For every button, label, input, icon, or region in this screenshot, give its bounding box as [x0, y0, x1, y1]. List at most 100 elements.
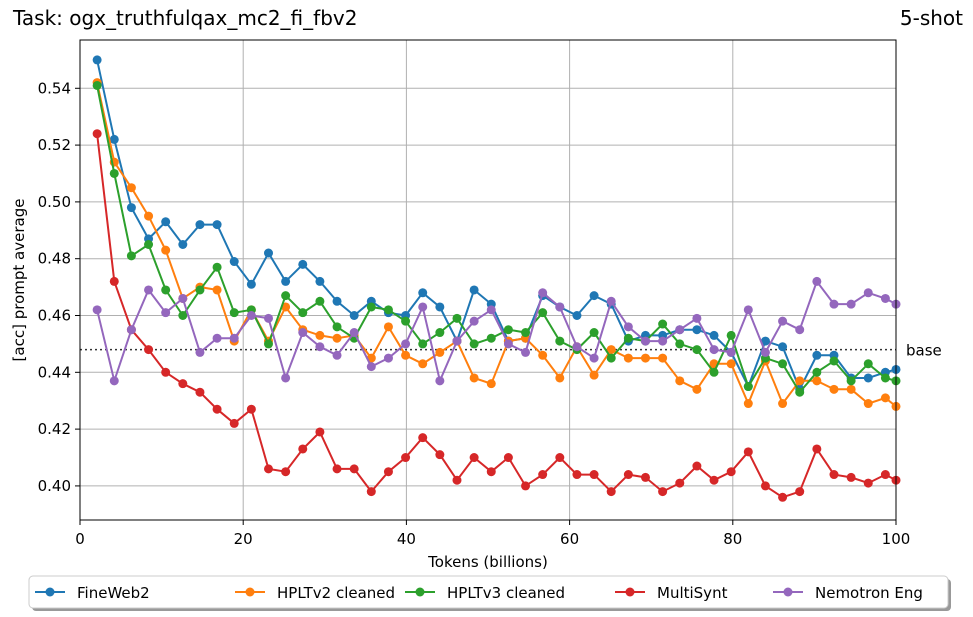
x-tick-label: 80 — [723, 530, 742, 548]
data-point — [161, 245, 171, 255]
data-point — [829, 384, 839, 394]
data-point — [401, 350, 411, 360]
data-point — [623, 353, 633, 363]
data-point — [760, 336, 770, 346]
data-point — [589, 470, 599, 480]
data-point — [281, 291, 291, 301]
data-point — [760, 481, 770, 491]
data-point — [555, 373, 565, 383]
chart-title: Task: ogx_truthfulqax_mc2_fi_fbv2 — [13, 6, 358, 30]
data-point — [92, 305, 102, 315]
data-point — [538, 308, 548, 318]
y-tick-label: 0.48 — [38, 250, 71, 268]
y-tick-label: 0.46 — [38, 307, 71, 325]
data-point — [212, 220, 222, 230]
data-point — [92, 80, 102, 90]
data-point — [726, 359, 736, 369]
x-tick-label: 0 — [75, 530, 85, 548]
data-point — [229, 308, 239, 318]
data-point — [555, 336, 565, 346]
data-point — [349, 311, 359, 321]
data-point — [778, 316, 788, 326]
data-point — [863, 478, 873, 488]
data-point — [623, 470, 633, 480]
data-point — [760, 347, 770, 357]
series-line — [96, 279, 897, 385]
data-point — [401, 339, 411, 349]
data-point — [863, 373, 873, 383]
data-point — [623, 333, 633, 343]
data-point — [161, 217, 171, 227]
data-point — [812, 367, 822, 377]
data-point — [743, 447, 753, 457]
data-point — [880, 393, 890, 403]
data-point — [880, 373, 890, 383]
data-point — [349, 464, 359, 474]
data-point — [109, 376, 119, 386]
data-point — [846, 472, 856, 482]
data-point — [332, 464, 342, 474]
legend-item: HPLTv3 cleaned — [405, 584, 565, 602]
x-tick-label: 20 — [234, 530, 253, 548]
data-point — [692, 461, 702, 471]
data-point — [778, 399, 788, 409]
data-point — [606, 296, 616, 306]
data-point — [383, 305, 393, 315]
data-point — [469, 316, 479, 326]
data-point — [692, 384, 702, 394]
data-point — [315, 342, 325, 352]
x-tick-label: 100 — [882, 530, 911, 548]
data-point — [418, 359, 428, 369]
data-point — [144, 239, 154, 249]
data-point — [92, 55, 102, 65]
data-point — [246, 311, 256, 321]
legend-label: MultiSynt — [657, 584, 728, 602]
data-point — [521, 481, 531, 491]
data-point — [743, 382, 753, 392]
data-point — [263, 464, 273, 474]
data-point — [229, 418, 239, 428]
data-point — [469, 453, 479, 463]
data-point — [469, 373, 479, 383]
y-axis-label: [acc] prompt average — [10, 199, 28, 362]
data-point — [452, 475, 462, 485]
data-point — [658, 336, 668, 346]
data-point — [692, 325, 702, 335]
legend-item: MultiSynt — [615, 584, 728, 602]
data-point — [555, 453, 565, 463]
data-point — [418, 302, 428, 312]
data-point — [829, 470, 839, 480]
data-point — [126, 203, 136, 213]
data-point — [589, 353, 599, 363]
data-point — [863, 288, 873, 298]
data-point — [418, 339, 428, 349]
data-point — [503, 453, 513, 463]
data-point — [383, 353, 393, 363]
data-point — [675, 376, 685, 386]
data-point — [161, 308, 171, 318]
legend-label: HPLTv2 cleaned — [277, 584, 395, 602]
y-tick-label: 0.50 — [38, 193, 71, 211]
data-point — [435, 450, 445, 460]
series-multisynt — [92, 129, 901, 502]
data-point — [452, 336, 462, 346]
data-point — [589, 370, 599, 380]
data-point — [486, 305, 496, 315]
data-point — [212, 285, 222, 295]
data-point — [521, 347, 531, 357]
data-point — [538, 470, 548, 480]
data-point — [778, 359, 788, 369]
data-point — [315, 427, 325, 437]
data-point — [212, 333, 222, 343]
legend-swatch-marker — [625, 587, 635, 597]
x-tick-label: 40 — [397, 530, 416, 548]
data-point — [709, 475, 719, 485]
data-point — [812, 276, 822, 286]
data-point — [144, 345, 154, 355]
data-point — [435, 328, 445, 338]
data-point — [658, 353, 668, 363]
data-point — [298, 444, 308, 454]
data-point — [726, 347, 736, 357]
data-point — [366, 487, 376, 497]
series-layer — [92, 55, 901, 502]
